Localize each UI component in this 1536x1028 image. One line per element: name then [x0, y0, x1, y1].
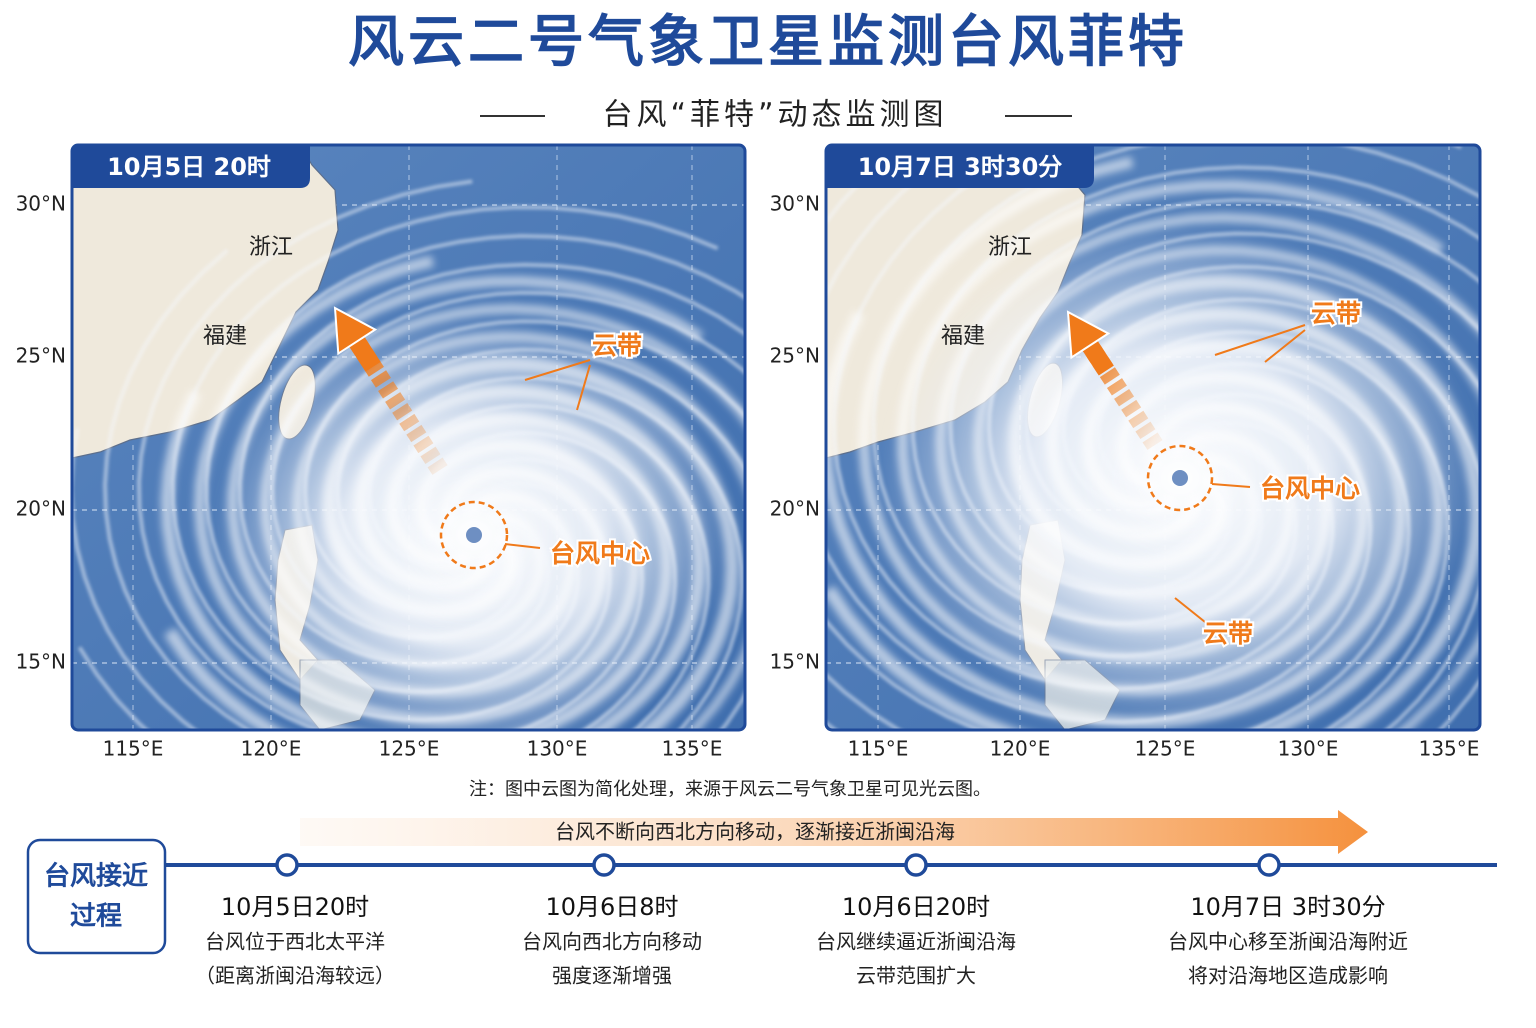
annotation-label: 云带 — [592, 331, 642, 360]
timeline-label-box — [28, 840, 165, 953]
timeline-desc: 强度逐渐增强 — [552, 964, 672, 988]
typhoon-eye — [1172, 470, 1188, 486]
latitude-label: 20°N — [16, 497, 66, 521]
satellite-map — [71, 145, 877, 889]
latitude-label: 30°N — [770, 192, 820, 216]
timeline-time: 10月6日20时 — [842, 893, 990, 921]
timeline-time: 10月5日20时 — [221, 893, 369, 921]
timeline-desc: 台风中心移至浙闽沿海附近 — [1168, 930, 1408, 954]
longitude-label: 130°E — [527, 737, 588, 761]
note: 注：图中云图为简化处理，来源于风云二号气象卫星可见光云图。 — [469, 779, 991, 800]
latitude-label: 25°N — [16, 344, 66, 368]
longitude-label: 115°E — [848, 737, 909, 761]
longitude-label: 135°E — [662, 737, 723, 761]
place-label: 浙江 — [249, 235, 293, 260]
timeline-desc: 台风继续逼近浙闽沿海 — [816, 930, 1016, 954]
satellite-map — [715, 70, 1536, 886]
timeline-node — [1259, 855, 1279, 875]
panel-time: 10月5日 20时 — [107, 153, 271, 181]
timeline-time: 10月6日8时 — [545, 893, 678, 921]
latitude-label: 15°N — [770, 650, 820, 674]
panel-time: 10月7日 3时30分 — [858, 153, 1063, 181]
timeline-label: 台风接近 — [44, 861, 148, 892]
timeline-desc: 台风位于西北太平洋 — [205, 930, 385, 954]
timeline-label: 过程 — [70, 902, 122, 932]
longitude-label: 135°E — [1419, 737, 1480, 761]
longitude-label: 125°E — [379, 737, 440, 761]
timeline-desc: （距离浙闽沿海较远） — [195, 964, 395, 988]
timeline-desc: 将对沿海地区造成影响 — [1188, 964, 1388, 988]
longitude-label: 130°E — [1278, 737, 1339, 761]
timeline-node — [277, 855, 297, 875]
annotation-label: 云带 — [1311, 299, 1361, 328]
longitude-label: 120°E — [241, 737, 302, 761]
annotation-label: 云带 — [1203, 619, 1253, 648]
progress-text: 台风不断向西北方向移动，逐渐接近浙闽沿海 — [555, 820, 955, 844]
longitude-label: 120°E — [990, 737, 1051, 761]
place-label: 浙江 — [988, 235, 1032, 260]
title: 风云二号气象卫星监测台风菲特 — [348, 10, 1188, 75]
timeline-desc: 云带范围扩大 — [856, 964, 976, 988]
subtitle: 台风“菲特”动态监测图 — [602, 98, 947, 133]
timeline-node — [594, 855, 614, 875]
longitude-label: 115°E — [103, 737, 164, 761]
place-label: 福建 — [941, 324, 985, 349]
timeline-desc: 台风向西北方向移动 — [522, 930, 702, 954]
latitude-label: 20°N — [770, 497, 820, 521]
timeline-node — [906, 855, 926, 875]
latitude-label: 25°N — [770, 344, 820, 368]
latitude-label: 15°N — [16, 650, 66, 674]
latitude-label: 30°N — [16, 192, 66, 216]
annotation-label: 台风中心 — [1260, 474, 1360, 503]
timeline-time: 10月7日 3时30分 — [1190, 893, 1385, 921]
longitude-label: 125°E — [1135, 737, 1196, 761]
place-label: 福建 — [203, 324, 247, 349]
annotation-label: 台风中心 — [550, 539, 650, 568]
typhoon-eye — [466, 527, 482, 543]
